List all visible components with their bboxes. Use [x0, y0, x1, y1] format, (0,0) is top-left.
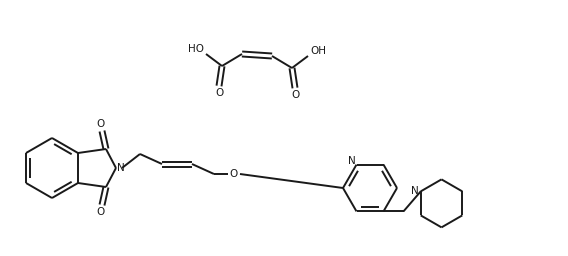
Text: O: O — [230, 169, 238, 179]
Text: O: O — [291, 90, 299, 100]
Text: O: O — [215, 88, 223, 98]
Text: HO: HO — [188, 44, 204, 54]
Text: O: O — [97, 207, 105, 217]
Text: N: N — [348, 156, 356, 166]
Text: N: N — [117, 163, 125, 173]
Text: N: N — [411, 186, 419, 196]
Text: O: O — [97, 119, 105, 129]
Text: OH: OH — [310, 46, 326, 56]
